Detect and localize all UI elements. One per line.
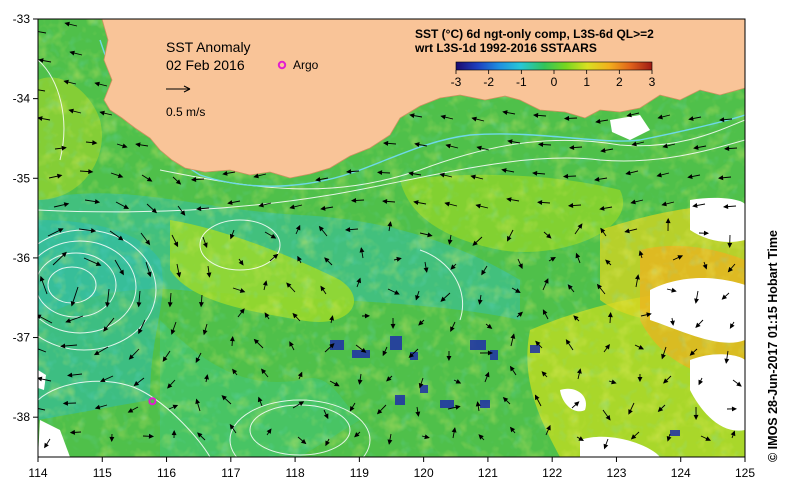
map-title: SST Anomaly — [166, 39, 251, 55]
lon-tick-label: 119 — [350, 466, 369, 480]
plot-frame — [37, 18, 746, 458]
lon-tick-label: 117 — [221, 466, 240, 480]
colorbar-tick-label: -2 — [483, 75, 494, 89]
lon-tick-label: 122 — [542, 466, 562, 480]
colorbar-gradient — [455, 61, 653, 71]
velocity-scale: 0.5 m/s — [166, 85, 205, 119]
colorbar-tick-label: 0 — [551, 75, 558, 89]
colorbar-tick-label: 2 — [616, 75, 623, 89]
product-line-1: SST (°C) 6d ngt-only comp, L3S-6d QL>=2 — [415, 27, 654, 41]
colorbar-tick-label: -1 — [516, 75, 527, 89]
colorbar-tick-label: 1 — [583, 75, 590, 89]
map-date: 02 Feb 2016 — [166, 57, 245, 73]
lon-tick-label: 125 — [735, 466, 755, 480]
lat-tick-label: -34 — [13, 92, 31, 106]
argo-float-marker — [148, 397, 157, 406]
colorbar-tick-label: 3 — [649, 75, 656, 89]
australia-land — [101, 19, 745, 179]
lon-tick-label: 120 — [414, 466, 434, 480]
lon-tick-label: 123 — [606, 466, 626, 480]
argo-legend: Argo — [277, 58, 319, 72]
colorbar-tick-label: -3 — [451, 75, 462, 89]
argo-marker-icon — [277, 60, 287, 70]
lat-tick-label: -37 — [13, 331, 31, 345]
lat-tick-label: -36 — [13, 251, 31, 265]
credit-label: © IMOS 28-Jun-2017 01:15 Hobart Time — [766, 230, 780, 462]
lon-tick-label: 121 — [478, 466, 498, 480]
lon-tick-label: 114 — [28, 466, 47, 480]
longitude-axis: 114 115 116 117 118 119 120 121 122 123 124 125 — [28, 457, 755, 480]
lon-tick-label: 116 — [157, 466, 176, 480]
current-vectors — [38, 21, 742, 450]
lon-tick-label: 115 — [93, 466, 112, 480]
lat-tick-label: -38 — [13, 410, 31, 424]
lon-tick-label: 124 — [671, 466, 691, 480]
sst-field — [38, 19, 745, 457]
argo-label: Argo — [293, 58, 319, 72]
lat-tick-label: -33 — [13, 12, 31, 26]
colorbar: -3 -2 -1 0 1 2 3 — [451, 61, 656, 89]
scale-label: 0.5 m/s — [166, 105, 205, 119]
lon-tick-label: 118 — [286, 466, 305, 480]
lat-tick-label: -35 — [13, 171, 31, 185]
product-line-2: wrt L3S-1d 1992-2016 SSTAARS — [414, 41, 597, 55]
latitude-axis: -33 -34 -35 -36 -37 -38 — [13, 12, 38, 424]
